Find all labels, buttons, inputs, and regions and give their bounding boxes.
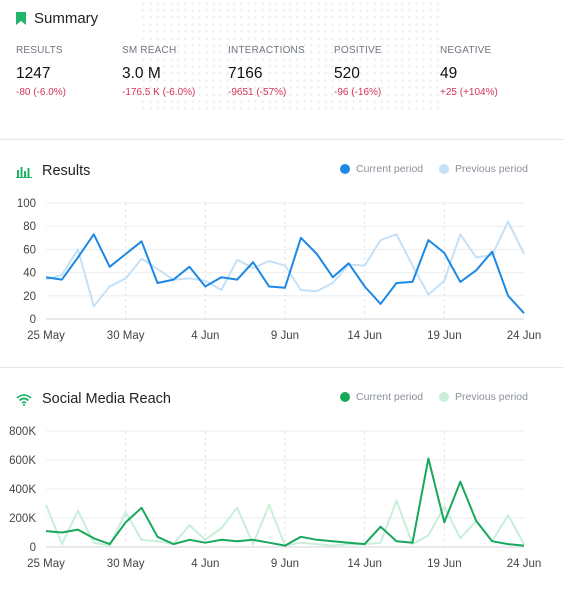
summary-title: Summary [34, 10, 99, 27]
y-tick-label: 40 [23, 268, 36, 280]
y-tick-label: 100 [17, 198, 36, 210]
metric-label: NEGATIVE [440, 45, 492, 56]
x-tick-label: 4 Jun [191, 330, 219, 342]
x-tick-label: 25 May [27, 330, 65, 342]
legend-dot [340, 164, 350, 174]
metric-positive: POSITIVE 520 -96 (-16%) [334, 45, 382, 98]
y-tick-label: 600K [9, 455, 36, 467]
summary-section: Summary RESULTS 1247 -80 (-6.0%) SM REAC… [0, 0, 564, 139]
metric-change: -176.5 K (-6.0%) [122, 87, 196, 98]
legend-label: Current period [356, 391, 424, 403]
legend-current[interactable]: Current period [340, 391, 423, 403]
x-tick-label: 4 Jun [191, 558, 219, 570]
x-tick-label: 24 Jun [507, 558, 542, 570]
x-tick-label: 30 May [107, 558, 145, 570]
bar-chart-icon [16, 166, 32, 178]
metric-value: 3.0 M [122, 65, 161, 82]
y-tick-label: 800K [9, 426, 36, 438]
metric-label: INTERACTIONS [228, 45, 305, 56]
wifi-icon [16, 393, 32, 406]
metric-value: 7166 [228, 65, 263, 82]
legend-dot [439, 392, 449, 402]
legend-label: Previous period [455, 391, 528, 403]
reach-chart: 0 200K 400K 600K 800K 25 May 30 May 4 Jun 9 Jun 1… [9, 426, 542, 570]
metric-results: RESULTS 1247 -80 (-6.0%) [16, 45, 66, 98]
y-tick-label: 80 [23, 221, 36, 233]
legend-dot [340, 392, 350, 402]
section-divider [0, 367, 564, 368]
y-tick-label: 20 [23, 291, 36, 303]
x-tick-label: 14 Jun [347, 330, 382, 342]
metric-label: SM REACH [122, 45, 177, 56]
summary-header: Summary [16, 10, 98, 27]
results-panel: Results Current period Previous period 0… [0, 140, 564, 366]
metric-value: 1247 [16, 65, 51, 82]
legend-previous[interactable]: Previous period [439, 391, 528, 403]
metric-negative: NEGATIVE 49 +25 (+104%) [440, 45, 498, 98]
x-tick-label: 9 Jun [271, 330, 299, 342]
results-title: Results [42, 163, 91, 179]
metric-label: RESULTS [16, 45, 63, 56]
metric-change: -9651 (-57%) [228, 87, 287, 98]
series-line-current[interactable] [45, 233, 525, 314]
reach-header: Social Media Reach [16, 391, 171, 407]
metric-interactions: INTERACTIONS 7166 -9651 (-57%) [228, 45, 305, 98]
world-map-background [140, 0, 440, 110]
y-tick-label: 200K [9, 513, 36, 525]
y-tick-label: 0 [30, 542, 36, 554]
y-tick-label: 60 [23, 244, 36, 256]
metric-sm-reach: SM REACH 3.0 M -176.5 K (-6.0%) [122, 45, 195, 98]
legend-label: Current period [356, 163, 424, 175]
series-line-previous[interactable] [45, 220, 525, 308]
y-tick-label: 0 [30, 314, 36, 326]
x-tick-label: 19 Jun [427, 330, 462, 342]
legend-current[interactable]: Current period [340, 163, 423, 175]
metric-value: 49 [440, 65, 458, 82]
results-header: Results [16, 163, 90, 179]
reach-panel: Social Media Reach Current period Previo… [0, 368, 564, 593]
x-tick-label: 19 Jun [427, 558, 462, 570]
results-chart: 0 20 40 60 80 100 25 May 30 May 4 Jun 9 Jun 14 Jun… [17, 198, 542, 342]
bookmark-icon [16, 12, 26, 25]
reach-title: Social Media Reach [42, 391, 171, 407]
legend-label: Previous period [455, 163, 528, 175]
metric-change: -80 (-6.0%) [16, 87, 67, 98]
y-tick-label: 400K [9, 484, 36, 496]
x-tick-label: 30 May [107, 330, 145, 342]
x-tick-label: 25 May [27, 558, 65, 570]
metric-label: POSITIVE [334, 45, 382, 56]
metric-value: 520 [334, 65, 360, 82]
x-tick-label: 24 Jun [507, 330, 542, 342]
metric-change: +25 (+104%) [440, 87, 498, 98]
legend-previous[interactable]: Previous period [439, 163, 528, 175]
series-line-current[interactable] [45, 457, 525, 547]
metric-change: -96 (-16%) [334, 87, 382, 98]
x-tick-label: 9 Jun [271, 558, 299, 570]
legend-dot [439, 164, 449, 174]
x-tick-label: 14 Jun [347, 558, 382, 570]
section-divider [0, 139, 564, 140]
